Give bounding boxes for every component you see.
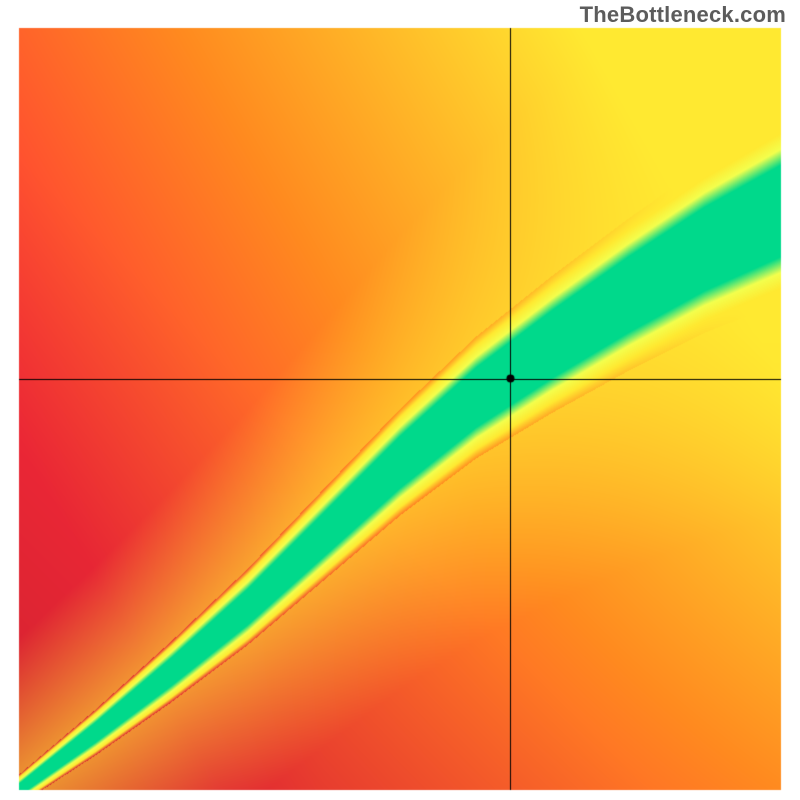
- heatmap-canvas: [0, 0, 800, 800]
- chart-container: TheBottleneck.com: [0, 0, 800, 800]
- watermark-text: TheBottleneck.com: [580, 2, 786, 28]
